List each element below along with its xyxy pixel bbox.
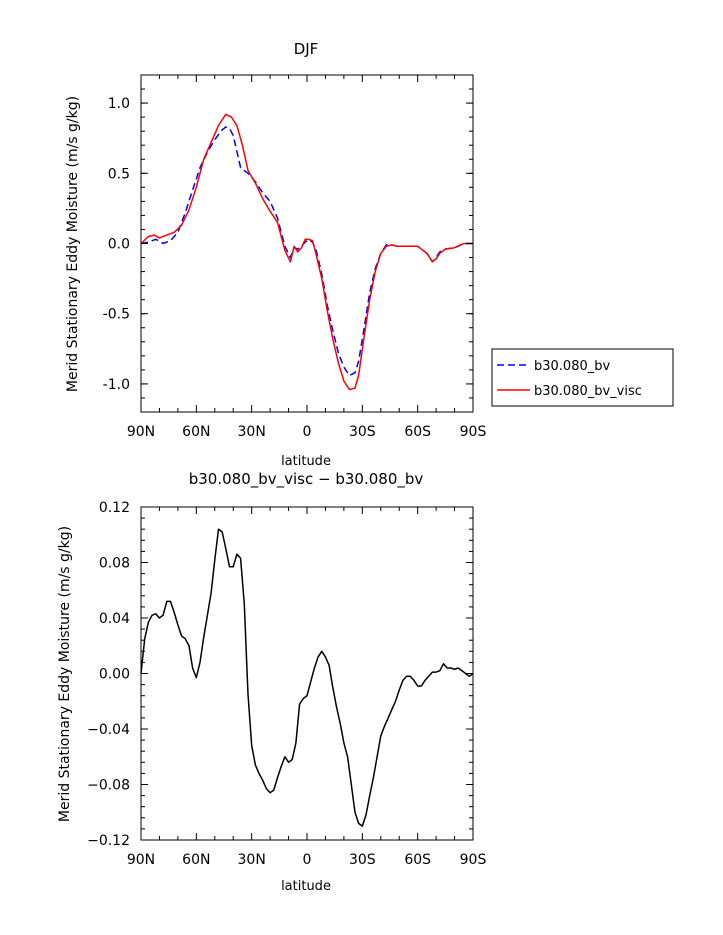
x-tick-label: 30N [238,424,266,440]
x-tick-label: 0 [303,424,312,440]
x-tick-label: 60N [182,424,210,440]
y-tick-label: 1.0 [108,96,130,112]
y-tick-label: 0.5 [108,166,130,182]
plot-frame [140,74,474,413]
x-tick-label: 60S [404,852,431,868]
legend-box [491,348,674,407]
y-tick-label: 0.04 [99,611,130,627]
y-tick-label: 0.12 [99,500,130,516]
x-tick-label: 30S [349,852,376,868]
y-tick-label: 0.0 [108,237,130,253]
x-tick-label: 60S [404,424,431,440]
legend-label-b30-080-bv: b30.080_bv [534,359,610,374]
y-tick-label: -0.5 [103,307,130,323]
series-line-b30-080-bv-visc [140,113,473,391]
series-line-difference [140,528,474,827]
top-chart-panel: DJF 90N 60N 30N 0 30S 60S 90S 1.0 0.5 0.0 -0.5 -1.0… [65,40,486,469]
top-chart-title: DJF [294,40,319,58]
y-tick-label: −0.12 [87,833,130,849]
x-tick-label: 60N [182,852,210,868]
y-tick-label: 0.08 [99,556,130,572]
bottom-chart-x-axis-label: latitude [281,879,331,894]
bottom-chart-y-axis-label: Merid Stationary Eddy Moisture (m/s g/kg… [57,526,73,822]
x-tick-label: 90N [127,424,155,440]
legend-label-b30-080-bv-visc: b30.080_bv_visc [534,384,642,399]
plot-frame [140,506,474,841]
top-chart-y-axis-label: Merid Stationary Eddy Moisture (m/s g/kg… [65,96,81,392]
x-tick-label: 90S [460,852,487,868]
top-chart-legend: b30.080_bv b30.080_bv_visc [491,348,674,407]
x-tick-label: 90S [460,424,487,440]
top-chart-x-axis-label: latitude [281,454,331,469]
bottom-chart-title: b30.080_bv_visc − b30.080_bv [189,470,424,489]
y-tick-label: -1.0 [103,377,130,393]
x-tick-label: 0 [303,852,312,868]
y-tick-label: 0.00 [99,667,130,683]
bottom-chart-panel: b30.080_bv_visc − b30.080_bv 90N 60N 30N 0 3… [57,470,486,894]
x-tick-label: 30N [238,852,266,868]
y-tick-label: −0.08 [87,778,130,794]
x-tick-label: 30S [349,424,376,440]
x-tick-label: 90N [127,852,155,868]
y-tick-label: −0.04 [87,722,130,738]
